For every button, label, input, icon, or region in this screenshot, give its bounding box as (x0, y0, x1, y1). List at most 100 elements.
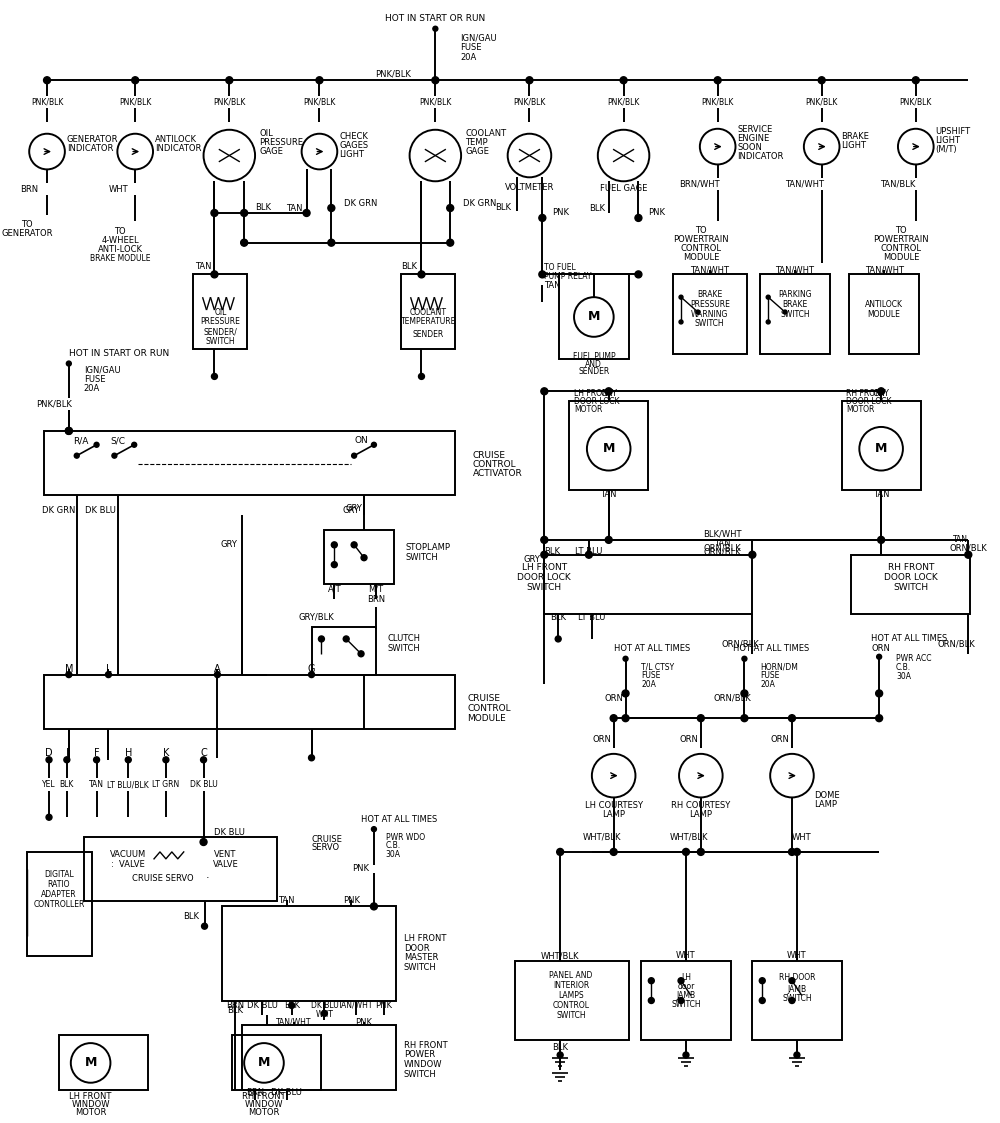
Circle shape (789, 978, 795, 984)
Text: ORN/BLK: ORN/BLK (722, 639, 759, 648)
Text: MOTOR: MOTOR (75, 1108, 106, 1117)
Text: GRY: GRY (524, 555, 541, 564)
Circle shape (793, 849, 800, 856)
Text: J: J (65, 748, 68, 758)
Circle shape (759, 978, 765, 984)
Text: LH FRONT: LH FRONT (69, 1092, 112, 1101)
Circle shape (557, 1052, 563, 1058)
Text: ORN: ORN (680, 736, 698, 745)
Circle shape (696, 310, 700, 314)
Text: GRY: GRY (343, 505, 360, 514)
Text: TAN: TAN (89, 780, 104, 789)
Text: SWITCH: SWITCH (695, 319, 725, 328)
Text: PNK: PNK (343, 896, 360, 905)
Bar (44, 431, 455, 495)
Text: GAGE: GAGE (259, 147, 283, 156)
Circle shape (555, 636, 561, 642)
Circle shape (241, 239, 247, 246)
Bar (232, 1035, 321, 1089)
Text: PNK: PNK (552, 209, 569, 218)
Text: CONTROL: CONTROL (473, 460, 517, 469)
Text: 20A: 20A (460, 53, 476, 62)
Text: WHT: WHT (315, 1010, 333, 1019)
Text: RH COURTESY: RH COURTESY (671, 801, 730, 810)
Text: LT BLU/BLK: LT BLU/BLK (107, 780, 149, 789)
Circle shape (683, 849, 689, 856)
Text: LAMPS: LAMPS (558, 992, 584, 1001)
Text: WHT: WHT (787, 951, 807, 960)
Circle shape (211, 374, 217, 380)
Text: MOTOR: MOTOR (248, 1108, 280, 1117)
Circle shape (64, 757, 70, 763)
Circle shape (44, 76, 51, 84)
Text: SENDER/: SENDER/ (203, 327, 237, 337)
Text: GRY: GRY (600, 389, 617, 398)
Circle shape (46, 814, 52, 820)
Text: FUEL PUMP: FUEL PUMP (573, 353, 615, 362)
Text: TAN: TAN (873, 490, 889, 499)
Circle shape (200, 839, 207, 846)
Circle shape (125, 757, 131, 763)
Circle shape (766, 320, 770, 323)
Text: BLK: BLK (255, 202, 271, 211)
Circle shape (328, 204, 335, 211)
Text: DK GRN: DK GRN (344, 199, 378, 208)
Text: ADAPTER: ADAPTER (41, 891, 77, 900)
Text: RATIO: RATIO (48, 880, 70, 889)
Circle shape (789, 714, 795, 722)
Text: CRUISE: CRUISE (312, 834, 342, 843)
Text: LH FRONT: LH FRONT (522, 563, 567, 572)
Bar (515, 961, 629, 1040)
Circle shape (526, 76, 533, 84)
Bar (842, 401, 921, 491)
Text: CHECK: CHECK (339, 133, 368, 141)
Text: SWITCH: SWITCH (527, 583, 562, 592)
Text: ENGINE: ENGINE (737, 134, 770, 143)
Circle shape (742, 656, 747, 661)
Text: MODULE: MODULE (683, 253, 719, 262)
Text: STOPLAMP: STOPLAMP (406, 544, 451, 553)
Circle shape (211, 271, 218, 277)
Circle shape (321, 1011, 327, 1016)
Text: K: K (163, 748, 169, 758)
Text: SWITCH: SWITCH (780, 310, 810, 319)
Text: HOT AT ALL TIMES: HOT AT ALL TIMES (361, 814, 437, 824)
Circle shape (303, 210, 310, 217)
Text: F: F (94, 748, 99, 758)
Text: FUSE: FUSE (84, 375, 105, 384)
Text: BRAKE: BRAKE (782, 300, 808, 309)
Circle shape (605, 387, 612, 395)
Text: PNK/BLK: PNK/BLK (36, 400, 72, 409)
Text: JAMB: JAMB (676, 992, 696, 1001)
Text: BRN: BRN (367, 595, 385, 604)
Text: TAN: TAN (195, 262, 212, 271)
Text: :  VALVE: : VALVE (111, 860, 145, 869)
Text: DK BLU: DK BLU (190, 780, 217, 789)
Text: M: M (84, 1057, 97, 1069)
Circle shape (789, 849, 795, 856)
Circle shape (557, 849, 564, 856)
Text: DK GRN: DK GRN (42, 505, 76, 514)
Circle shape (541, 537, 548, 544)
Text: GRY/BLK: GRY/BLK (299, 613, 334, 622)
Circle shape (201, 757, 207, 763)
Circle shape (371, 827, 376, 832)
Text: ORN: ORN (771, 736, 790, 745)
Text: DOOR LOCK: DOOR LOCK (884, 573, 938, 582)
Text: TAN/WHT: TAN/WHT (865, 266, 904, 275)
Circle shape (316, 76, 323, 84)
Text: PNK: PNK (375, 1001, 392, 1010)
Text: BRN/WHT: BRN/WHT (680, 180, 720, 189)
Circle shape (328, 239, 335, 246)
Text: VACUUM: VACUUM (110, 850, 146, 859)
Circle shape (309, 755, 314, 760)
Circle shape (433, 26, 438, 31)
Circle shape (648, 997, 654, 1004)
Text: WHT/BLK: WHT/BLK (583, 832, 621, 841)
Text: PNK: PNK (648, 209, 665, 218)
Text: PNK/BLK: PNK/BLK (303, 98, 336, 107)
Circle shape (331, 542, 337, 548)
Text: PNK/BLK: PNK/BLK (607, 98, 640, 107)
Text: LAMP: LAMP (602, 810, 625, 819)
Text: GENERATOR: GENERATOR (1, 229, 53, 238)
